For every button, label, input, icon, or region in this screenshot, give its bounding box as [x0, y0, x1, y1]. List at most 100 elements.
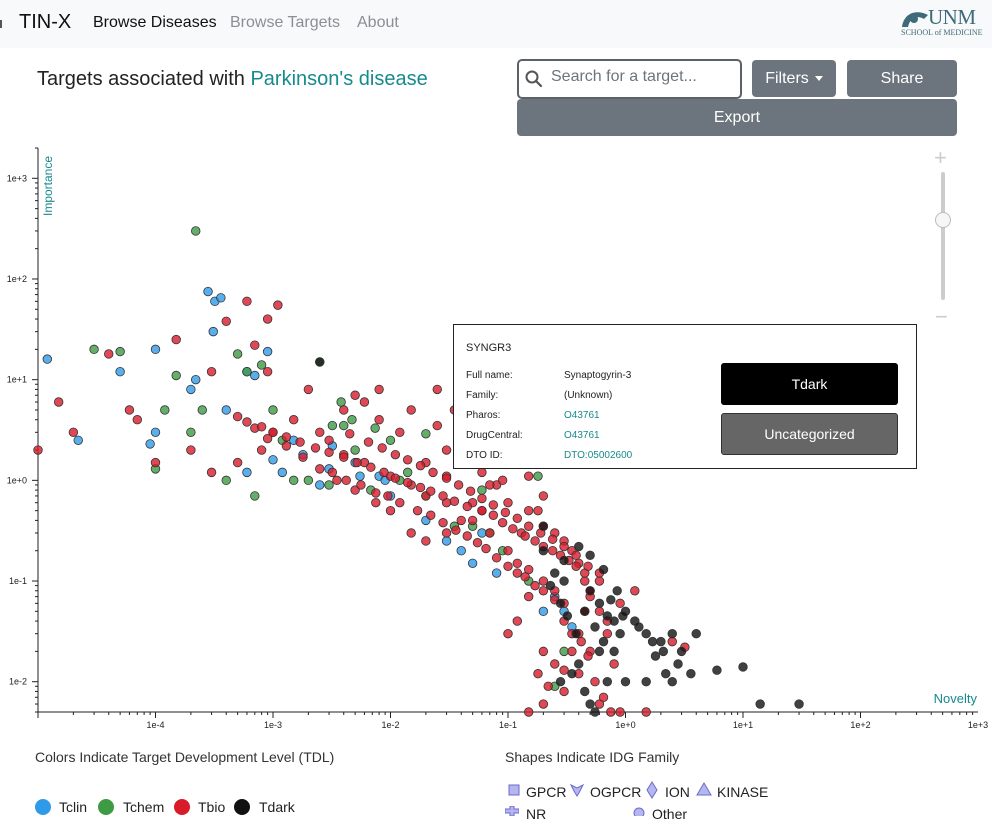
export-button[interactable]: Export [517, 99, 957, 136]
data-point-tchem [385, 435, 396, 445]
data-point-tbio [523, 471, 534, 481]
filters-button[interactable]: Filters [752, 60, 836, 97]
data-point-tdark [598, 564, 609, 575]
data-point-tbio [268, 427, 278, 438]
data-point-tclin [208, 326, 218, 337]
data-point-tbio [641, 707, 651, 717]
data-point-tdark [590, 707, 600, 717]
data-point-tbio [395, 497, 405, 508]
y-tick-label: 1e+2 [7, 274, 27, 284]
data-point-tclin [538, 606, 549, 617]
data-point-tbio [242, 296, 252, 307]
data-point-tclin [242, 467, 252, 478]
data-point-tbio [543, 681, 553, 691]
data-point-tdark [559, 555, 569, 566]
info-value-family: (Unknown) [564, 390, 613, 401]
info-link-dto-id[interactable]: DTO:05002600 [564, 450, 633, 461]
data-point-tbio [415, 460, 426, 471]
data-point-tbio [426, 486, 436, 496]
data-point-tbio [559, 686, 569, 697]
zoom-in-icon[interactable]: + [934, 145, 947, 170]
data-point-tchem [89, 344, 99, 355]
data-point-tchem [421, 429, 431, 439]
data-point-tclin [73, 435, 83, 445]
data-point-tbio [332, 475, 342, 486]
data-point-tclin [221, 405, 231, 415]
data-point-tbio [33, 445, 43, 455]
data-point-tdark [585, 586, 595, 596]
x-tick-label: 1e+2 [850, 720, 870, 730]
data-point-tbio [594, 576, 605, 586]
data-point-tbio [186, 445, 196, 455]
data-point-tdark [620, 676, 631, 687]
data-point-tbio [456, 515, 466, 526]
zoom-out-icon[interactable]: − [935, 304, 948, 329]
info-label-dto-id: DTO ID: [466, 450, 503, 461]
data-point-tbio [547, 546, 558, 556]
family-button[interactable]: Uncategorized [721, 413, 898, 455]
data-point-tdark [555, 598, 566, 609]
data-point-tbio [520, 531, 530, 541]
info-label-family: Family: [466, 390, 499, 401]
data-point-tbio [594, 699, 605, 709]
unm-logo[interactable]: UNM SCHOOL of MEDICINE [898, 5, 984, 39]
data-point-tbio [281, 432, 292, 442]
data-point-tdark [555, 676, 566, 687]
data-point-tchem [347, 415, 357, 425]
data-point-tchem [336, 397, 346, 407]
data-point-tbio [432, 384, 442, 395]
data-point-tbio [580, 576, 590, 586]
zoom-slider-track[interactable] [941, 172, 945, 300]
data-point-tbio [559, 665, 569, 675]
info-link-pharos[interactable]: O43761 [564, 410, 600, 421]
brand-title[interactable]: TIN-X [19, 11, 72, 33]
info-label-drugcentral: DrugCentral: [466, 430, 523, 441]
navbar: TIN-X Browse Diseases Browse Targets Abo… [0, 0, 992, 48]
data-point-tchem [221, 475, 231, 486]
data-point-tbio [232, 457, 243, 468]
data-point-tbio [379, 467, 389, 478]
nav-about[interactable]: About [357, 14, 399, 31]
disease-link[interactable]: Parkinson's disease [250, 68, 428, 90]
other-label: Other [652, 806, 688, 822]
data-point-tdark [634, 622, 644, 632]
tdark-label: Tdark [259, 799, 295, 815]
data-point-tdark [658, 646, 669, 657]
data-point-tbio [449, 496, 460, 506]
share-button[interactable]: Share [847, 60, 957, 97]
data-point-tdark [618, 611, 628, 621]
data-point-tbio [132, 415, 142, 425]
y-tick-label: 1e+0 [7, 475, 27, 485]
data-point-tbio [371, 497, 381, 508]
search-input[interactable] [551, 68, 731, 86]
data-point-tdark [667, 676, 677, 687]
info-link-drugcentral[interactable]: O43761 [564, 430, 600, 441]
nav-browse-targets[interactable]: Browse Targets [230, 14, 340, 31]
data-point-tclin [355, 471, 365, 481]
data-point-tdark [538, 521, 549, 531]
data-point-tbio [583, 651, 593, 661]
data-point-tchem [477, 485, 487, 495]
data-point-tbio [315, 464, 325, 474]
data-point-tchem [191, 226, 201, 236]
x-tick-label: 1e+3 [968, 720, 988, 730]
data-point-tbio [576, 636, 586, 647]
logo-subtext: SCHOOL of MEDICINE [901, 28, 983, 37]
data-point-tbio [438, 517, 448, 528]
data-point-tdark [574, 659, 584, 669]
kinase-label: KINASE [717, 784, 769, 800]
data-point-tbio [232, 411, 243, 422]
tdl-button[interactable]: Tdark [721, 363, 898, 405]
menu-edge-icon [0, 20, 2, 28]
data-point-tdark [594, 646, 605, 657]
data-point-tclin [191, 374, 201, 385]
data-point-tchem [268, 405, 278, 415]
zoom-slider-handle[interactable] [935, 212, 951, 228]
data-point-tbio [523, 591, 534, 602]
scatter-plot[interactable]: 1e-4 1e-3 1e-2 1e-1 1e+0 1e+1 1e+2 1e+3 1e-2 1e-1… [0, 140, 992, 738]
nav-browse-diseases[interactable]: Browse Diseases [93, 14, 217, 31]
data-point-tbio [350, 390, 360, 400]
data-point-tbio [383, 491, 393, 501]
data-point-tdark [571, 628, 581, 639]
data-point-tbio [341, 475, 351, 486]
